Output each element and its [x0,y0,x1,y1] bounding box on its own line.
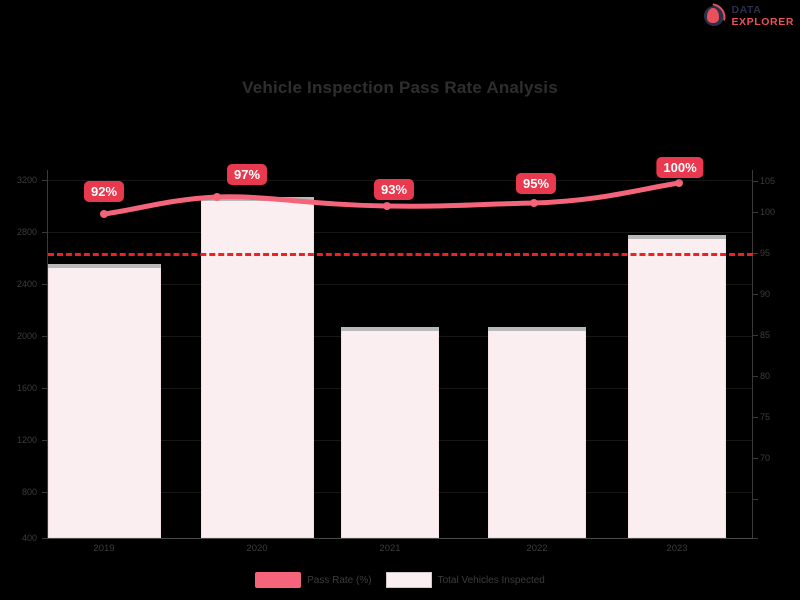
bar-2021[interactable] [341,327,439,538]
legend-item-pass-rate[interactable]: Pass Rate (%) [255,572,372,588]
y-axis-right-tick-2: 95 [760,248,771,258]
y-axis-left-tick-2: 2400 [16,279,37,289]
y-axis-left-tick-0: 3200 [16,175,37,185]
chart-title: Vehicle Inspection Pass Rate Analysis [242,78,558,97]
bar-2022[interactable] [488,327,586,538]
y-axis-left-tick-1: 2800 [16,227,37,237]
y-axis-right-tick-3: 90 [760,289,771,299]
x-axis-label-2: 2021 [379,543,401,554]
bar-2019[interactable] [48,264,161,538]
y-axis-left-tick-5: 1200 [16,435,37,445]
legend-item-total-vehicles[interactable]: Total Vehicles Inspected [385,572,545,588]
y-axis-right-tick-6: 75 [760,412,771,422]
data-label-2021: 93% [373,179,415,200]
y-axis-right [752,170,753,539]
legend-label-total-vehicles: Total Vehicles Inspected [437,574,545,586]
y-axis-left-tick-3: 2000 [16,331,37,341]
target-threshold-line [48,253,753,256]
x-axis-label-4: 2023 [666,543,688,554]
bar-2023[interactable] [628,235,726,538]
legend-label-pass-rate: Pass Rate (%) [307,574,372,586]
plot-area [48,170,752,538]
data-label-2020: 97% [226,164,268,185]
y-axis-left-tick-4: 1600 [16,383,37,393]
brand-logo: DATA EXPLORER [702,3,794,28]
y-axis-left-tick-6: 800 [21,487,37,497]
data-label-2019: 92% [83,181,125,202]
legend-swatch-line-icon [255,572,302,588]
y-axis-left [47,170,48,539]
y-axis-left-tick-7: 400 [21,533,37,543]
logo-text-line2: EXPLORER [731,15,794,28]
logo-mark-icon [702,3,729,28]
chart-legend: Pass Rate (%) Total Vehicles Inspected [0,572,800,588]
y-axis-right-tick-0: 105 [760,176,776,186]
x-axis-label-0: 2019 [93,543,115,554]
data-label-2023: 100% [656,157,704,178]
y-axis-right-tick-5: 80 [760,371,771,381]
x-axis-label-3: 2022 [526,543,548,554]
legend-swatch-bar-icon [385,572,432,588]
y-axis-right-tick-4: 85 [760,330,771,340]
x-axis-label-1: 2020 [246,543,268,554]
y-axis-right-tick-7: 70 [760,453,771,463]
logo-text-line1: DATA [731,4,762,16]
bar-2020[interactable] [201,197,314,538]
x-axis [47,538,753,539]
data-label-2022: 95% [515,173,557,194]
y-axis-right-tick-1: 100 [760,207,776,217]
